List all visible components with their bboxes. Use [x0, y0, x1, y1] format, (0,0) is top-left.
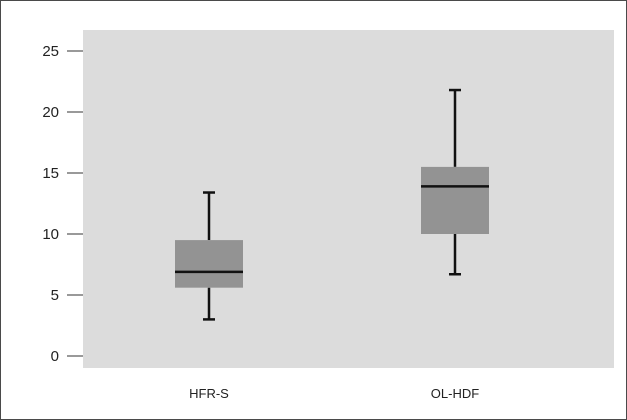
- x-axis: HFR-S OL-HDF: [189, 386, 479, 401]
- y-tick-label: 10: [42, 226, 59, 243]
- x-category-label: OL-HDF: [431, 386, 479, 401]
- y-tick-label: 15: [42, 165, 59, 182]
- y-tick-label: 20: [42, 104, 59, 121]
- x-category-label: HFR-S: [189, 386, 229, 401]
- y-tick-label: 25: [42, 43, 59, 60]
- iqr-box: [421, 166, 489, 234]
- y-tick-label: 5: [51, 287, 59, 304]
- box-ol-hdf: [421, 88, 489, 276]
- box-series: [175, 88, 489, 321]
- box-hfr-s: [175, 191, 243, 321]
- iqr-box: [175, 240, 243, 288]
- y-tick-label: 0: [51, 348, 59, 365]
- y-axis: 0 5 10 15 20 25: [42, 43, 83, 365]
- plot-area: [83, 30, 614, 368]
